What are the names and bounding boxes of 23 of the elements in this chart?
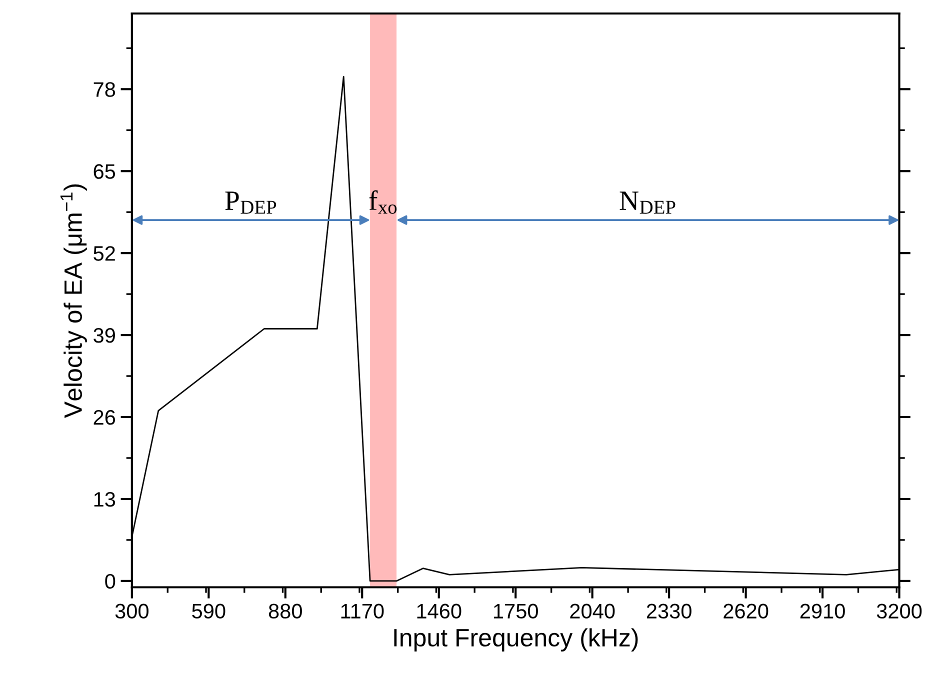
- y-tick-label: 52: [94, 246, 115, 261]
- y-tick-label: 13: [94, 492, 116, 507]
- y-tick-label: 65: [94, 164, 116, 179]
- x-tick-label: 2910: [800, 604, 845, 619]
- x-tick-label: 1460: [417, 604, 462, 619]
- x-tick-label: 590: [192, 604, 226, 619]
- x-tick-label: 1750: [494, 604, 538, 619]
- annotation: P$_{DEP}$: [225, 192, 276, 214]
- y-tick-label: 39: [94, 328, 115, 343]
- x-tick-label: 2620: [724, 604, 768, 619]
- annotation: N$_{DEP}$: [620, 192, 676, 214]
- x-axis-title: Input Frequency (kHz): [394, 628, 638, 652]
- x-tick-label: 300: [115, 604, 148, 619]
- x-tick-label: 2040: [570, 604, 615, 619]
- y-axis-title: Velocity of EA (μm$^{−1}$): [60, 184, 87, 418]
- x-tick-label: 1170: [341, 604, 384, 619]
- y-tick-label: 26: [94, 410, 116, 425]
- y-tick-label: 78: [94, 82, 116, 97]
- x-tick-label: 880: [268, 604, 302, 619]
- y-tick-label: 0: [105, 574, 116, 589]
- annotation: f$_{xo}$: [369, 190, 397, 214]
- x-tick-label: 3200: [876, 604, 922, 619]
- x-tick-label: 2330: [646, 604, 692, 619]
